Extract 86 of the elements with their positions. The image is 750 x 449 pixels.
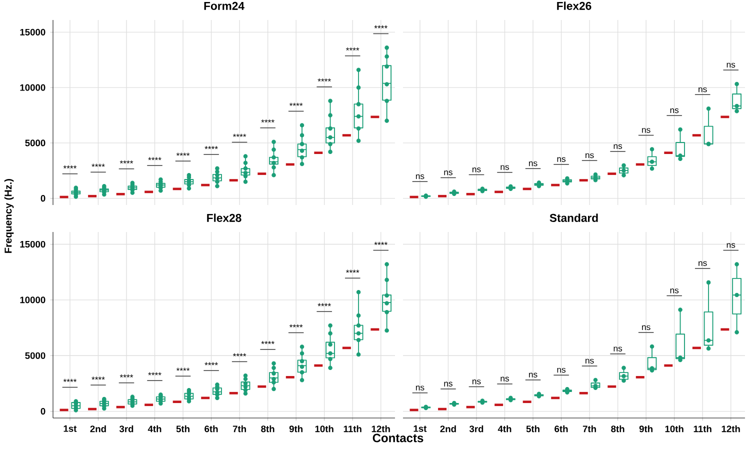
annotation: **** — [289, 102, 303, 106]
y-tick-label: 10000 — [20, 84, 46, 91]
y-tick-label: 0 — [40, 408, 46, 415]
x-tick-label: 12th — [722, 425, 740, 432]
annotation: **** — [318, 303, 331, 306]
x-tick-label: 3rd — [119, 425, 134, 432]
annotation: ns — [529, 372, 538, 378]
x-tick-label: 8th — [261, 425, 274, 432]
x-tick-label: 5th — [526, 425, 540, 432]
annotation: ns — [529, 161, 538, 166]
x-tick-label: 10th — [315, 425, 334, 432]
x-tick-label: 4th — [148, 425, 162, 432]
x-tick-label: 2nd — [440, 425, 456, 432]
y-tick-label: 0 — [40, 195, 46, 202]
annotation: **** — [63, 378, 77, 382]
x-tick-label: 3rd — [469, 425, 484, 432]
x-tick-label: 11th — [344, 425, 362, 432]
x-tick-label: 12th — [372, 425, 390, 432]
annotation: ns — [444, 170, 452, 176]
annotation: **** — [63, 165, 77, 168]
annotation: ns — [726, 62, 736, 68]
annotation: ns — [642, 128, 650, 133]
annotation: **** — [374, 242, 388, 245]
annotation: ns — [726, 243, 736, 248]
annotation: **** — [261, 341, 274, 344]
annotation: ns — [670, 108, 679, 114]
x-tick-label: 8th — [611, 425, 624, 432]
x-tick-label: 1st — [414, 425, 427, 432]
annotation: **** — [232, 353, 246, 356]
annotation: ns — [642, 325, 650, 330]
annotation: **** — [204, 362, 218, 366]
annotation: ns — [698, 261, 707, 266]
y-tick-label: 15000 — [20, 28, 46, 36]
y-tick-label: 5000 — [25, 352, 46, 359]
x-tick-label: 1st — [64, 425, 77, 432]
annotation: **** — [346, 47, 360, 51]
annotation: ns — [500, 165, 510, 170]
x-tick-label: 4th — [498, 425, 512, 432]
x-axis-title: Contacts — [372, 434, 424, 442]
x-tick-label: 2nd — [90, 425, 106, 432]
x-tick-label: 7th — [232, 425, 246, 432]
annotation: ns — [670, 288, 679, 294]
annotation: **** — [120, 160, 134, 164]
x-tick-label: 10th — [665, 425, 684, 432]
x-tick-label: 6th — [204, 425, 218, 432]
annotation: ns — [586, 358, 594, 364]
annotation: ns — [416, 174, 424, 180]
chart-title: Flex28 — [207, 214, 242, 222]
x-tick-label: 11th — [694, 425, 712, 432]
annotation: ns — [614, 144, 622, 150]
y-tick-label: 15000 — [20, 240, 46, 248]
chart-title: Standard — [550, 214, 598, 222]
annotation: ns — [557, 368, 566, 373]
annotation: ns — [444, 382, 452, 387]
annotation: ns — [586, 153, 594, 158]
annotation: ns — [500, 376, 510, 382]
y-tick-label: 5000 — [25, 140, 46, 146]
chart-title: Form24 — [204, 2, 244, 10]
annotation: ns — [472, 380, 481, 384]
annotation: ns — [698, 87, 707, 92]
annotation: **** — [92, 164, 105, 167]
annotation: **** — [204, 146, 218, 150]
annotation: **** — [318, 78, 331, 82]
annotation: **** — [261, 119, 274, 123]
x-tick-label: 7th — [582, 425, 596, 432]
x-tick-label: 5th — [176, 425, 190, 432]
annotation: **** — [289, 324, 303, 328]
x-tick-label: 9th — [289, 425, 302, 432]
annotation: **** — [148, 372, 162, 376]
annotation: **** — [120, 374, 134, 378]
x-tick-label: 6th — [554, 425, 568, 432]
annotation: **** — [176, 368, 190, 371]
annotation: ns — [614, 346, 622, 352]
annotation: **** — [346, 270, 360, 273]
y-axis-title: Frequency (Hz.) — [4, 179, 14, 253]
annotation: ns — [557, 157, 566, 162]
annotation: **** — [232, 134, 246, 137]
chart-title: Flex26 — [557, 2, 592, 10]
annotation: **** — [148, 157, 162, 160]
annotation: **** — [92, 376, 105, 380]
annotation: **** — [374, 25, 388, 28]
x-tick-label: 9th — [639, 425, 652, 432]
annotation: ns — [472, 168, 481, 172]
annotation: **** — [176, 152, 190, 156]
annotation: ns — [416, 386, 424, 390]
y-tick-label: 10000 — [20, 296, 46, 304]
